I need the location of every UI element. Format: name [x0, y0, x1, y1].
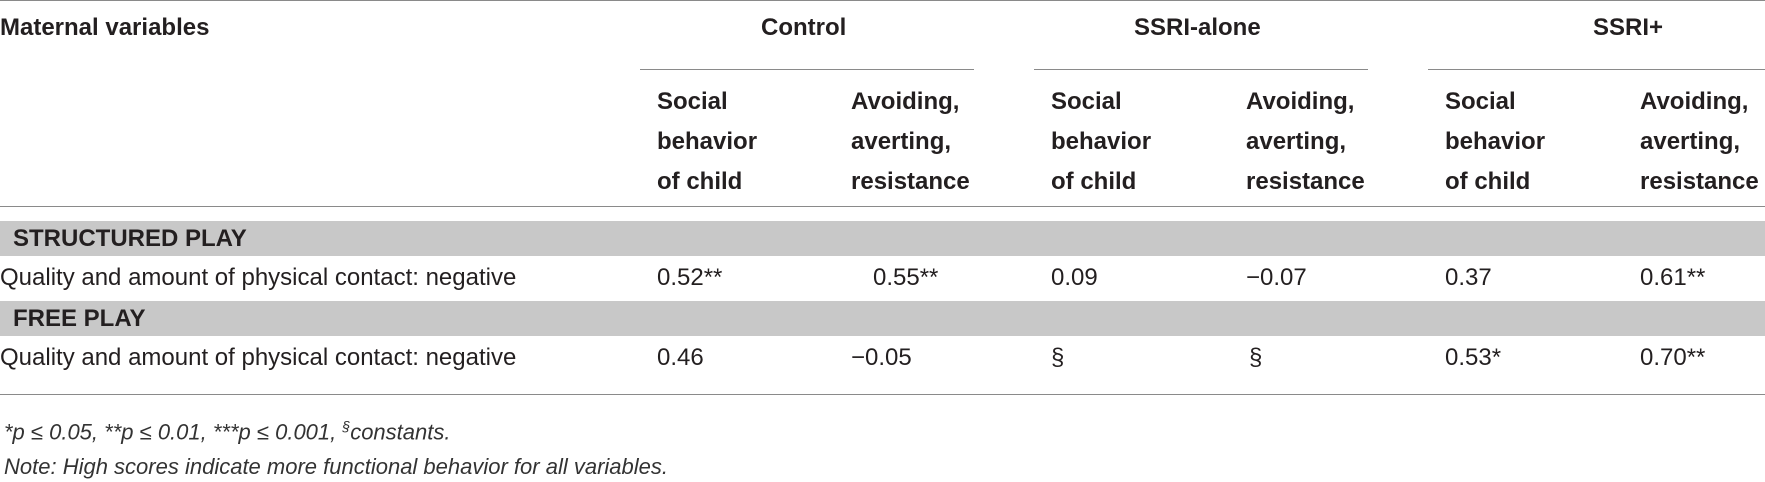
col-header-line: Avoiding,	[1640, 88, 1749, 115]
section-title: STRUCTURED PLAY	[13, 225, 247, 252]
col-header-line: of child	[657, 168, 743, 195]
cell-control-social: 0.46	[657, 344, 704, 371]
col-header-line: behavior	[1445, 128, 1546, 155]
col-header-line: of child	[1445, 168, 1531, 195]
section-band-free-play: FREE PLAY	[0, 301, 1765, 336]
cell-ssri-alone-avoiding: §	[1249, 344, 1263, 371]
stub-header: Maternal variables	[0, 14, 210, 41]
col-header-line: Social	[657, 88, 728, 115]
section-band-structured-play: STRUCTURED PLAY	[0, 221, 1765, 256]
cell-control-avoiding: −0.05	[851, 344, 912, 371]
group-rule-control	[640, 69, 974, 70]
col-header-line: Avoiding,	[851, 88, 960, 115]
col-header-line: Avoiding,	[1246, 88, 1355, 115]
cell-control-social: 0.52**	[657, 264, 723, 291]
cell-ssri-plus-avoiding: 0.70**	[1640, 344, 1706, 371]
sig-p001: ***p ≤ 0.001,	[212, 419, 337, 445]
row-label: Quality and amount of physical contact: …	[0, 344, 517, 371]
cell-control-avoiding: 0.55**	[873, 264, 939, 291]
col-header-line: of child	[1051, 168, 1137, 195]
sig-p01: **p ≤ 0.01,	[104, 419, 207, 445]
significance-footnote: *p ≤ 0.05, **p ≤ 0.01, ***p ≤ 0.001, §co…	[4, 418, 450, 445]
group-header-control: Control	[761, 14, 847, 41]
cell-ssri-alone-social: §	[1051, 344, 1065, 371]
col-header-line: averting,	[851, 128, 952, 155]
group-rule-ssri-alone	[1034, 69, 1368, 70]
cell-ssri-alone-social: 0.09	[1051, 264, 1098, 291]
cell-ssri-plus-social: 0.37	[1445, 264, 1492, 291]
col-header-line: behavior	[657, 128, 758, 155]
col-header-line: Social	[1051, 88, 1122, 115]
row-label: Quality and amount of physical contact: …	[0, 264, 517, 291]
group-header-ssri-plus: SSRI+	[1593, 14, 1664, 41]
col-header-line: resistance	[1640, 168, 1759, 195]
sig-p05: *p ≤ 0.05,	[4, 419, 99, 445]
group-rule-ssri-plus	[1428, 69, 1765, 70]
col-header-line: resistance	[1246, 168, 1365, 195]
group-header-ssri-alone: SSRI-alone	[1134, 14, 1261, 41]
col-header-line: behavior	[1051, 128, 1152, 155]
cell-ssri-alone-avoiding: −0.07	[1246, 264, 1307, 291]
col-header-line: averting,	[1246, 128, 1347, 155]
col-header-line: Social	[1445, 88, 1516, 115]
section-title: FREE PLAY	[13, 305, 146, 332]
header-bottom-rule	[0, 206, 1765, 207]
table-top-rule	[0, 0, 1765, 1]
cell-ssri-plus-social: 0.53*	[1445, 344, 1502, 371]
col-header-line: averting,	[1640, 128, 1741, 155]
note-footnote: Note: High scores indicate more function…	[4, 454, 668, 479]
table-bottom-rule	[0, 394, 1765, 395]
constants-symbol: §	[342, 418, 351, 434]
col-header-line: resistance	[851, 168, 970, 195]
constants-label: constants.	[350, 419, 451, 445]
cell-ssri-plus-avoiding: 0.61**	[1640, 264, 1706, 291]
